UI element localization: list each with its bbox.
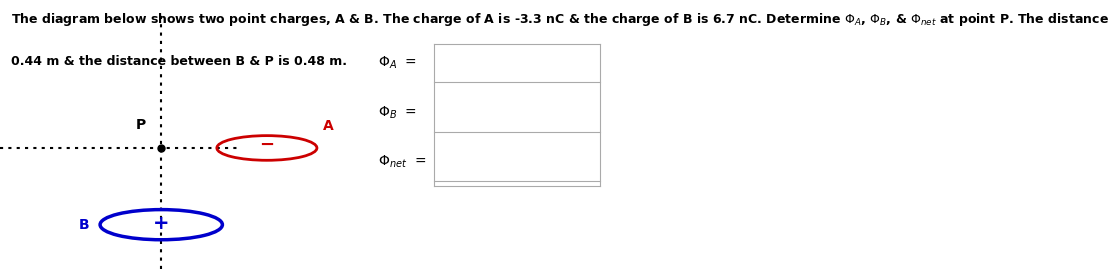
Text: $\Phi_A$  =: $\Phi_A$ =: [378, 55, 417, 71]
Text: The diagram below shows two point charges, A & B. The charge of A is -3.3 nC & t: The diagram below shows two point charge…: [11, 11, 1112, 28]
Text: +: +: [153, 214, 169, 233]
Text: B: B: [78, 218, 89, 232]
Text: A: A: [322, 119, 334, 133]
Text: $\Phi_{net}$  =: $\Phi_{net}$ =: [378, 153, 426, 170]
Text: 0.44 m & the distance between B & P is 0.48 m.: 0.44 m & the distance between B & P is 0…: [11, 55, 347, 68]
Text: P: P: [136, 118, 147, 132]
Text: $\Phi_B$  =: $\Phi_B$ =: [378, 104, 417, 121]
Text: −: −: [259, 136, 275, 154]
